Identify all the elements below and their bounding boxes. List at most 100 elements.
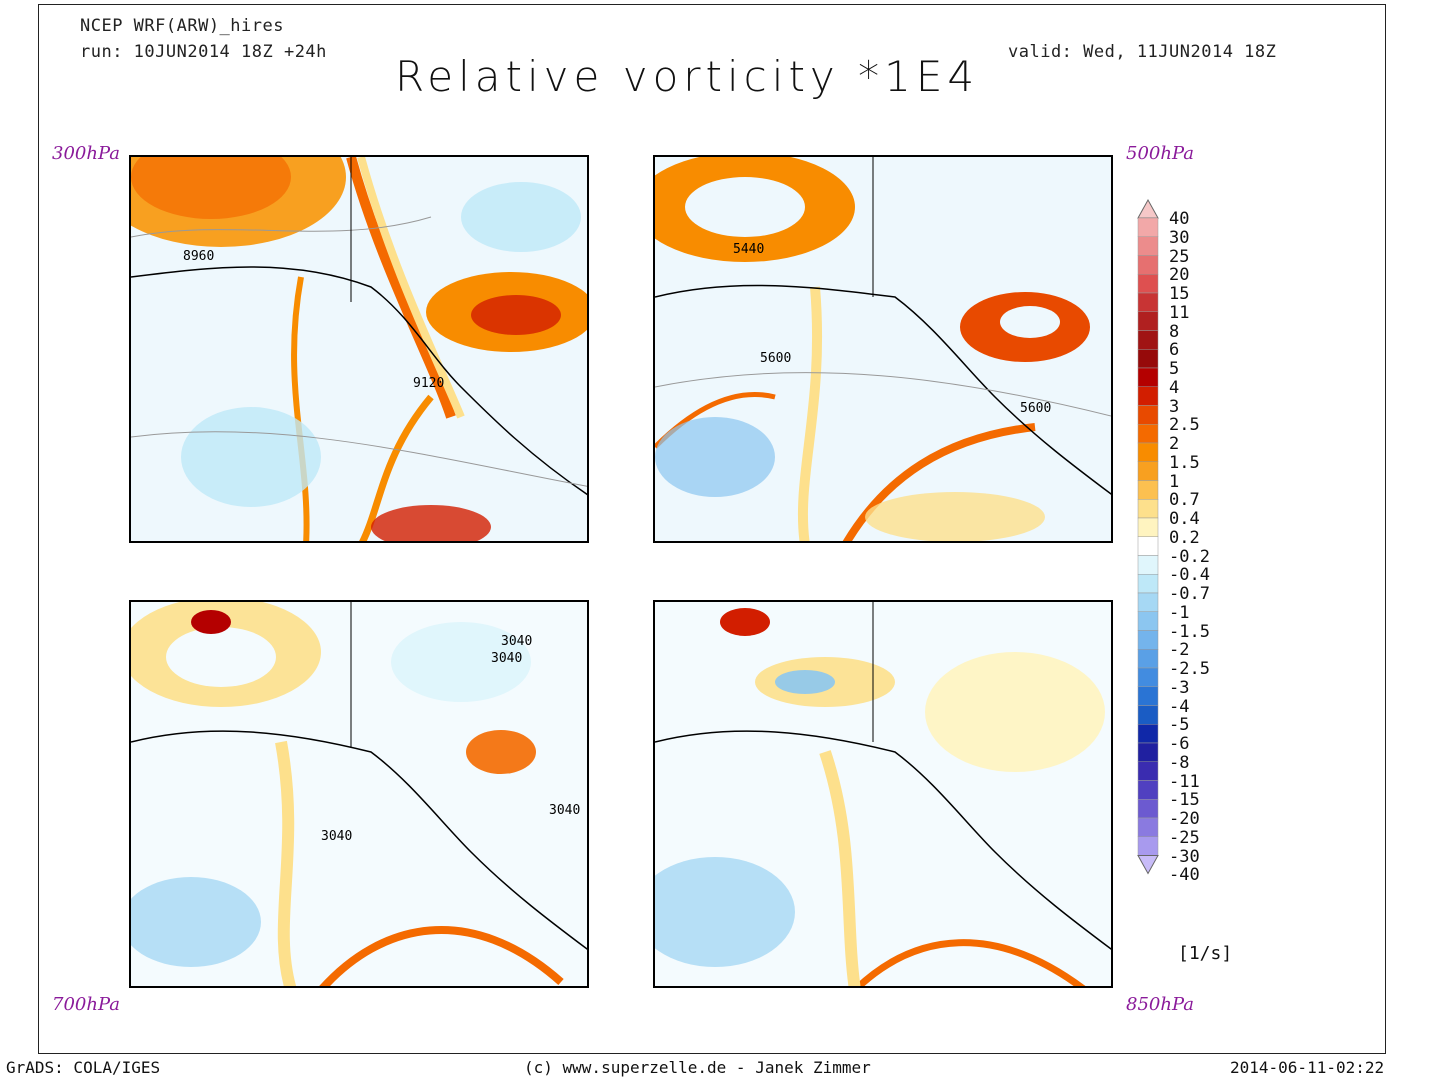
colorbar-swatch — [1137, 611, 1159, 631]
colorbar-swatch — [1137, 574, 1159, 594]
footer-credit: (c) www.superzelle.de - Janek Zimmer — [524, 1058, 871, 1077]
colorbar-swatch — [1137, 330, 1159, 350]
colorbar-tick-label: -2.5 — [1169, 659, 1210, 679]
colorbar-tick-label: -11 — [1169, 771, 1200, 792]
colorbar-swatch — [1137, 386, 1159, 406]
colorbar-tick-label: 8 — [1169, 321, 1180, 342]
colorbar-tick-label: -5 — [1169, 715, 1190, 736]
colorbar-swatch — [1137, 667, 1159, 687]
map-panel-850hpa — [653, 600, 1113, 988]
colorbar-tick-label: -8 — [1169, 752, 1190, 773]
colorbar-swatch — [1137, 761, 1159, 781]
panel-level-850: 850hPa — [1126, 994, 1194, 1015]
colorbar-tick-label: -0.7 — [1169, 584, 1210, 604]
colorbar-tick-label: 3 — [1169, 396, 1180, 417]
colorbar-min-arrow — [1137, 855, 1159, 875]
colorbar-tick-label: 30 — [1169, 227, 1190, 248]
colorbar-swatch — [1137, 424, 1159, 444]
footer-software: GrADS: COLA/IGES — [6, 1058, 161, 1077]
map-panel-500hpa: 5440 5600 5600 — [653, 155, 1113, 543]
colorbar-tick-label: -15 — [1169, 790, 1200, 811]
colorbar-swatch — [1137, 592, 1159, 612]
colorbar-tick-label: -0.2 — [1169, 546, 1210, 567]
contour-label: 8960 — [183, 249, 214, 264]
colorbar-swatch — [1137, 442, 1159, 462]
colorbar-swatch — [1137, 799, 1159, 819]
colorbar-swatch — [1137, 461, 1159, 481]
colorbar-tick-label: 40 — [1169, 209, 1190, 229]
colorbar-tick-label: -3 — [1169, 677, 1190, 698]
colorbar-swatch — [1137, 742, 1159, 762]
colorbar-swatch — [1137, 780, 1159, 800]
colorbar-tick-label: 0.7 — [1169, 490, 1200, 511]
valid-time: valid: Wed, 11JUN2014 18Z — [1008, 42, 1277, 62]
colorbar-swatch — [1137, 349, 1159, 369]
colorbar-swatch — [1137, 274, 1159, 294]
colorbar-tick-label: -1.5 — [1169, 621, 1210, 642]
contour-label: 3040 — [549, 803, 580, 818]
contour-label: 5600 — [1020, 401, 1051, 416]
colorbar-swatch — [1137, 480, 1159, 500]
colorbar-swatch — [1137, 217, 1159, 237]
colorbar-tick-label: -30 — [1169, 846, 1200, 867]
colorbar-swatch — [1137, 517, 1159, 537]
colorbar-swatch — [1137, 367, 1159, 387]
contour-label: 5440 — [733, 242, 764, 257]
colorbar-swatch — [1137, 536, 1159, 556]
colorbar-swatch — [1137, 499, 1159, 519]
colorbar-swatch — [1137, 555, 1159, 575]
vorticity-field-300: 8960 9120 — [131, 157, 587, 541]
model-name: NCEP WRF(ARW)_hires — [80, 16, 284, 36]
colorbar-tick-label: 1 — [1169, 471, 1180, 492]
colorbar-tick-label: 15 — [1169, 284, 1190, 304]
colorbar-swatch — [1137, 649, 1159, 669]
colorbar-swatch — [1137, 311, 1159, 331]
panel-level-700: 700hPa — [52, 994, 120, 1015]
colorbar-tick-label: -6 — [1169, 734, 1190, 754]
colorbar-tick-label: 11 — [1169, 302, 1190, 323]
colorbar-tick-label: -0.4 — [1169, 565, 1210, 586]
colorbar-swatch — [1137, 405, 1159, 425]
map-title: Relative vorticity *1E4 — [395, 52, 980, 101]
colorbar-tick-label: -2 — [1169, 640, 1190, 661]
contour-label: 3040 — [501, 634, 532, 649]
panel-level-500: 500hPa — [1126, 143, 1194, 164]
colorbar-tick-label: 4 — [1169, 377, 1180, 398]
colorbar-tick-label: 0.4 — [1169, 509, 1200, 529]
contour-label: 3040 — [321, 829, 352, 844]
colorbar-tick-label: 2.5 — [1169, 415, 1200, 436]
colorbar-tick-label: -25 — [1169, 827, 1200, 848]
colorbar-tick-label: 1.5 — [1169, 452, 1200, 473]
colorbar-tick-label: 5 — [1169, 359, 1180, 379]
colorbar-swatch — [1137, 255, 1159, 275]
footer-timestamp: 2014-06-11-02:22 — [1230, 1058, 1385, 1077]
run-time: run: 10JUN2014 18Z +24h — [80, 42, 327, 62]
map-panel-300hpa: 8960 9120 — [129, 155, 589, 543]
colorbar-swatch — [1137, 686, 1159, 706]
colorbar-tick-label: 0.2 — [1169, 527, 1200, 548]
colorbar-tick-label: 2 — [1169, 434, 1180, 454]
colorbar-swatches — [1137, 198, 1159, 875]
contour-label: 9120 — [413, 376, 444, 391]
colorbar-tick-label: 20 — [1169, 265, 1190, 286]
colorbar-tick-label: -1 — [1169, 602, 1190, 623]
colorbar-max-arrow — [1137, 198, 1159, 219]
colorbar-tick-label: -40 — [1169, 865, 1200, 886]
colorbar-swatch — [1137, 630, 1159, 650]
vorticity-field-850 — [655, 602, 1111, 986]
colorbar-swatch — [1137, 705, 1159, 725]
colorbar-swatch — [1137, 724, 1159, 744]
contour-label: 3040 — [491, 651, 522, 666]
vorticity-field-500: 5440 5600 5600 — [655, 157, 1111, 541]
colorbar-swatch — [1137, 236, 1159, 256]
colorbar-unit: [1/s] — [1178, 943, 1233, 964]
contour-label: 5600 — [760, 351, 791, 366]
vorticity-field-700: 3040 3040 3040 3040 — [131, 602, 587, 986]
colorbar-tick-label: -4 — [1169, 696, 1190, 717]
colorbar-tick-label: 25 — [1169, 246, 1190, 267]
colorbar-swatch — [1137, 836, 1159, 856]
colorbar-swatch — [1137, 292, 1159, 312]
colorbar-tick-label: 6 — [1169, 340, 1180, 361]
plot-frame — [38, 4, 1386, 1054]
panel-level-300: 300hPa — [52, 143, 120, 164]
